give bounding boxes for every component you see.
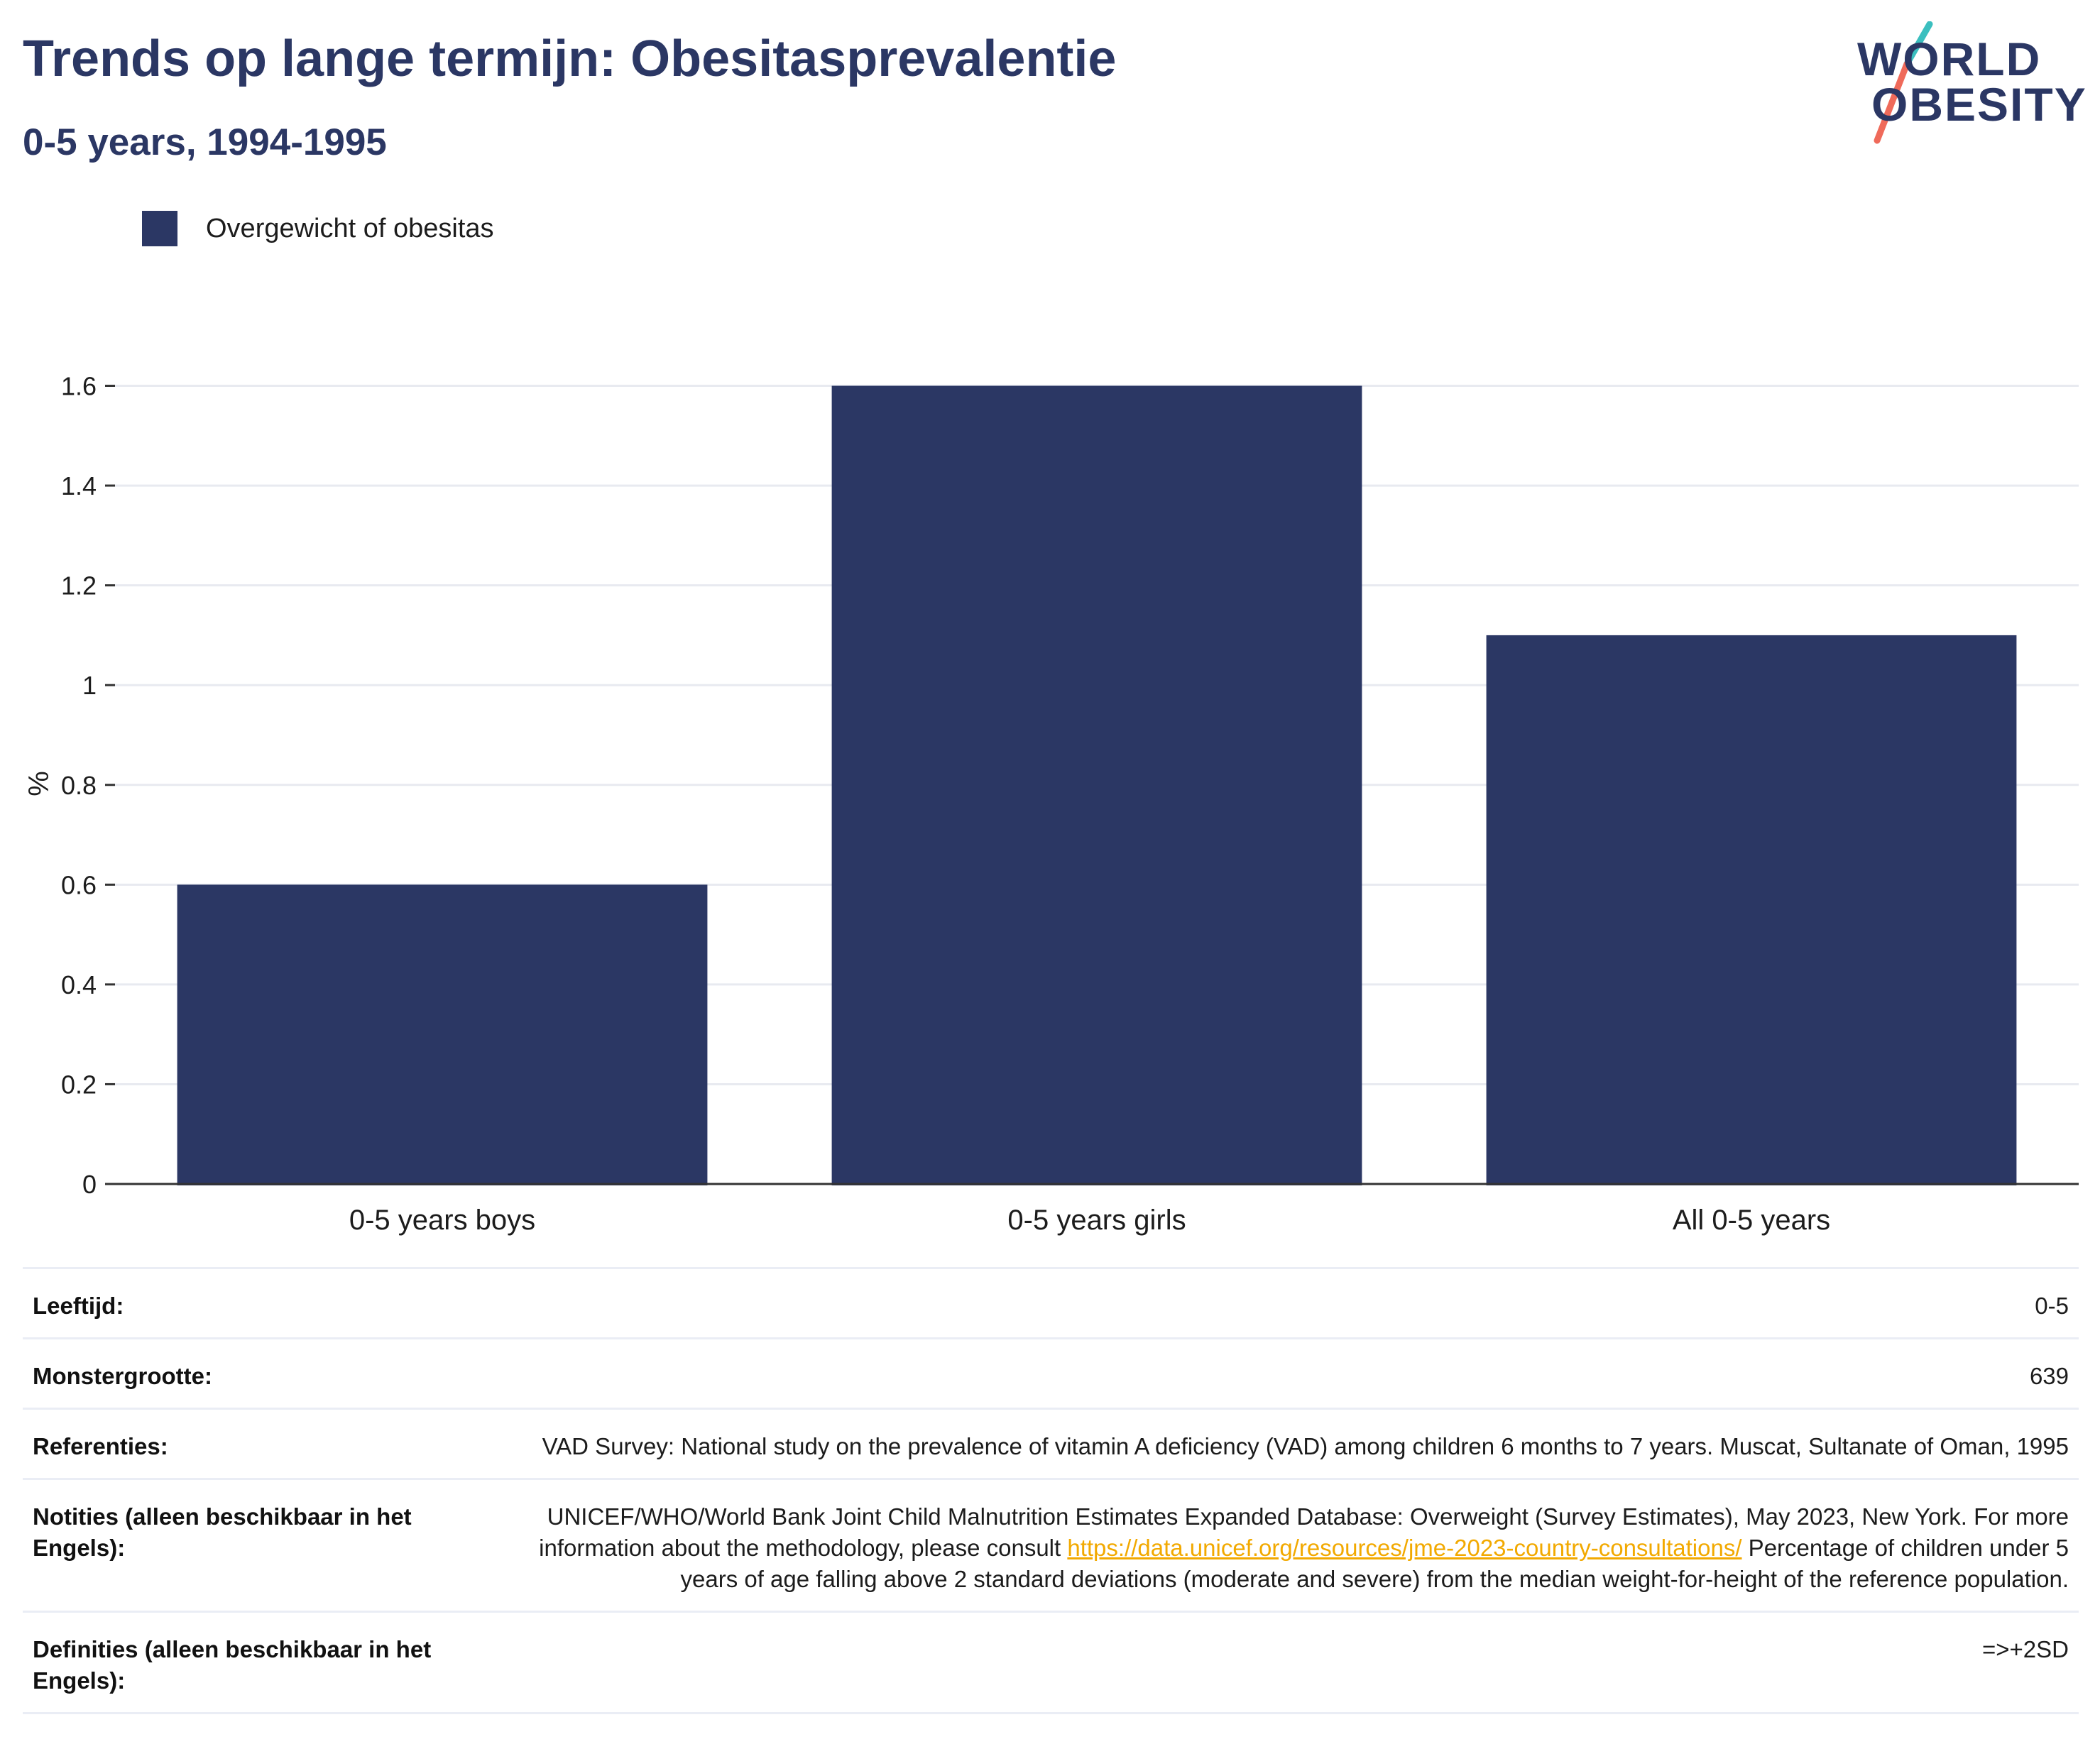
info-row-sample: Monstergrootte: 639 [23,1337,2079,1408]
notes-text-before: UNICEF/WHO/World Bank Joint Child Malnut… [539,1503,2069,1561]
info-row-age: Leeftijd: 0-5 [23,1267,2079,1337]
y-tick-label: 0 [82,1170,97,1199]
y-tick-label: 1.6 [61,372,97,401]
y-tick-label: 1 [82,671,97,700]
y-axis-label: % [23,771,55,796]
sample-value: 639 [2029,1363,2069,1389]
chart-subtitle: 0-5 years, 1994-1995 [23,121,387,163]
y-tick-label: 0.4 [61,970,97,999]
chart-legend: Overgewicht of obesitas [142,211,494,246]
logo-word-world: WORLD [1857,33,2042,85]
legend-label[interactable]: Overgewicht of obesitas [206,213,494,243]
y-tick-label: 0.6 [61,870,97,899]
y-tick-label: 1.2 [61,571,97,601]
x-tick-label: 0-5 years girls [1007,1205,1186,1236]
world-obesity-logo[interactable]: WORLD OBESITY [1846,21,2086,149]
references-label: Referenties: [33,1433,168,1459]
references-value: VAD Survey: National study on the preval… [542,1433,2069,1459]
info-row-notes: Notities (alleen beschikbaar in het Enge… [23,1478,2079,1611]
bar-all-0-5-years[interactable] [1486,635,2017,1185]
x-tick-label: All 0-5 years [1673,1205,1830,1236]
definitions-value: =>+2SD [1981,1636,2069,1662]
info-table: Leeftijd: 0-5 Monstergrootte: 639 Refere… [23,1267,2079,1714]
chart-title: Trends op lange termijn: Obesitasprevale… [23,31,1117,87]
bar-chart: 0 0.2 0.4 0.6 0.8 1 1.2 1.4 1.6% 0-5 years boys 0-… [23,372,2079,1236]
definitions-label: Definities (alleen beschikbaar in het En… [33,1636,432,1694]
logo-word-obesity: OBESITY [1871,78,2087,131]
logo-slash-icon [1874,21,1933,144]
info-row-references: Referenties: VAD Survey: National study … [23,1408,2079,1478]
sample-label: Monstergrootte: [33,1363,212,1389]
bar-0-5-years-boys[interactable] [177,884,708,1185]
y-tick-label: 1.4 [61,471,97,500]
legend-swatch[interactable] [142,211,177,246]
x-tick-label: 0-5 years boys [349,1205,535,1236]
notes-value: UNICEF/WHO/World Bank Joint Child Malnut… [507,1501,2069,1595]
notes-label: Notities (alleen beschikbaar in het Enge… [33,1503,412,1561]
y-tick-label: 0.2 [61,1070,97,1099]
age-value: 0-5 [2035,1293,2069,1319]
info-row-definitions: Definities (alleen beschikbaar in het En… [23,1611,2079,1714]
y-tick-label: 0.8 [61,771,97,800]
age-label: Leeftijd: [33,1293,124,1319]
bar-0-5-years-girls[interactable] [831,385,1362,1185]
methodology-link[interactable]: https://data.unicef.org/resources/jme-20… [1067,1535,1742,1561]
notes-text-after: Percentage of children under 5 years of … [680,1535,2069,1592]
